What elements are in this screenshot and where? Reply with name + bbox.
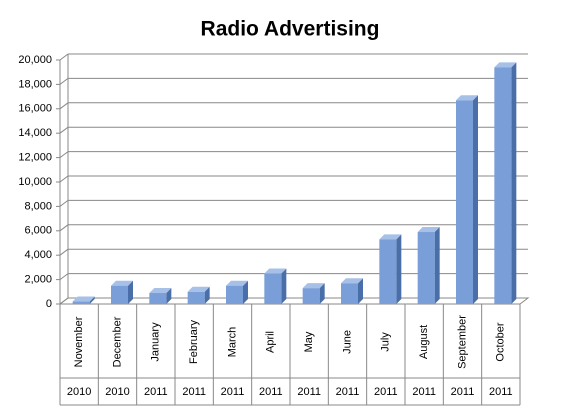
grid-line-side	[59, 248, 69, 256]
bar-side	[128, 280, 133, 304]
x-tick-label: March	[226, 327, 238, 358]
bar-side	[166, 288, 172, 304]
x-tick-label: April	[265, 331, 277, 353]
year-label: 2011	[221, 386, 245, 398]
bar	[111, 285, 128, 304]
year-label: 2011	[259, 386, 283, 398]
bar-side	[319, 283, 325, 304]
year-label: 2010	[105, 386, 129, 398]
x-tick-label: November	[73, 316, 85, 367]
y-tick-label: 12,000	[18, 152, 52, 164]
x-tick-label: September	[456, 315, 468, 369]
grid-line-side	[59, 102, 69, 110]
bar-top	[264, 268, 287, 274]
bar	[379, 239, 397, 304]
grid-line-side	[59, 273, 69, 281]
year-label: 2010	[67, 386, 91, 398]
x-tick-label: January	[150, 322, 162, 362]
bar-side	[396, 234, 402, 304]
y-tick-label: 2,000	[24, 274, 52, 286]
bar-side	[281, 268, 287, 304]
grid-line-side	[59, 53, 69, 61]
bar-top	[111, 280, 133, 286]
bar	[341, 283, 358, 304]
bar-top	[379, 234, 402, 240]
grid-line-side	[59, 224, 69, 232]
x-tick-label: February	[188, 319, 200, 364]
bar	[456, 100, 473, 304]
bar	[226, 285, 243, 304]
bar-side	[204, 286, 210, 304]
year-label: 2011	[144, 386, 168, 398]
y-tick-label: 18,000	[18, 78, 52, 90]
grid-line-side	[59, 175, 69, 183]
bar	[72, 301, 90, 304]
bar-top	[417, 227, 440, 233]
x-tick-label: August	[418, 325, 430, 359]
bar-top	[187, 286, 210, 292]
bar	[494, 67, 512, 304]
grid-line-side	[59, 199, 69, 207]
y-tick-label: 4,000	[24, 249, 52, 261]
year-label: 2011	[297, 386, 321, 398]
x-tick-label: May	[303, 331, 315, 352]
grid-line-side	[59, 297, 69, 305]
bar-top	[494, 62, 517, 68]
grid-line-side	[59, 78, 69, 85]
grid-line-side	[59, 151, 69, 159]
bar	[302, 288, 320, 304]
chart-title: Radio Advertising	[201, 18, 380, 41]
year-label: 2011	[336, 386, 360, 398]
bar-side	[89, 296, 95, 304]
x-tick-label: June	[341, 330, 353, 354]
bar-top	[72, 296, 95, 302]
x-tick-label: December	[111, 316, 123, 367]
bar-side	[434, 227, 440, 304]
x-tick-label: October	[495, 322, 507, 361]
y-tick-label: 8,000	[24, 200, 52, 212]
bar-top	[149, 288, 172, 294]
year-label: 2011	[374, 386, 398, 398]
grid-line-side	[59, 126, 69, 134]
bar-top	[341, 278, 363, 284]
y-tick-label: 16,000	[18, 103, 52, 115]
y-tick-label: 10,000	[18, 176, 52, 188]
x-tick-label: July	[380, 332, 392, 352]
bar-top	[226, 280, 248, 286]
year-label: 2011	[412, 386, 436, 398]
year-label: 2011	[182, 386, 206, 398]
bar	[149, 293, 167, 304]
bar-side	[511, 62, 517, 304]
bar-top	[456, 95, 478, 101]
bar	[417, 232, 435, 304]
y-tick-label: 0	[46, 298, 52, 310]
y-tick-label: 6,000	[24, 225, 52, 237]
bar	[187, 291, 205, 304]
year-label: 2011	[489, 386, 513, 398]
bar-top	[302, 283, 325, 289]
y-tick-label: 14,000	[18, 127, 52, 139]
bar-side	[358, 278, 363, 304]
y-tick-label: 20,000	[18, 54, 52, 66]
bar	[264, 273, 282, 304]
bar-side	[473, 95, 478, 304]
bar-side	[243, 280, 248, 304]
year-label: 2011	[451, 386, 475, 398]
